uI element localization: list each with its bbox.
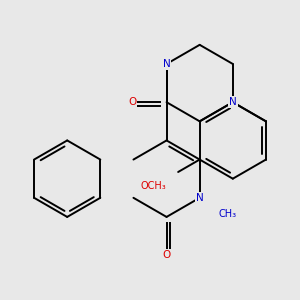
Text: N: N	[163, 59, 170, 69]
Text: N: N	[229, 97, 237, 107]
Text: N: N	[196, 193, 204, 203]
Text: O: O	[128, 97, 136, 107]
Text: O: O	[162, 250, 171, 260]
Text: CH₃: CH₃	[219, 209, 237, 219]
Text: OCH₃: OCH₃	[140, 181, 166, 191]
